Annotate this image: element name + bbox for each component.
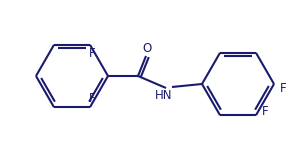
Text: F: F <box>280 81 287 95</box>
Text: HN: HN <box>155 89 173 102</box>
Text: F: F <box>262 105 269 118</box>
Text: O: O <box>142 41 152 54</box>
Text: F: F <box>89 92 95 105</box>
Text: F: F <box>89 47 95 60</box>
